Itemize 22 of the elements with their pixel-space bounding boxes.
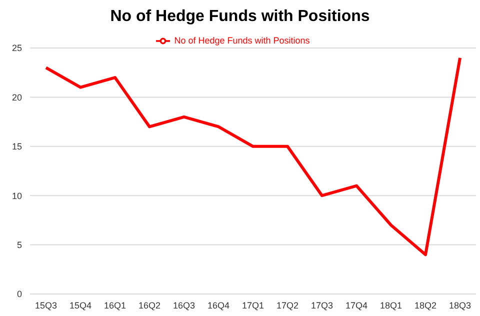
y-tick-label: 20 — [12, 92, 22, 102]
x-tick-label: 15Q3 — [34, 300, 58, 310]
legend-label: No of Hedge Funds with Positions — [174, 35, 310, 46]
x-tick-label: 18Q1 — [380, 300, 402, 310]
x-tick-label: 17Q4 — [345, 300, 368, 310]
y-tick-label: 25 — [12, 43, 22, 54]
y-tick-label: 5 — [16, 240, 22, 250]
x-tick-label: 17Q1 — [242, 300, 264, 310]
x-tick-label: 17Q2 — [276, 300, 299, 310]
x-tick-label: 15Q4 — [69, 300, 92, 310]
y-tick-label: 0 — [16, 289, 22, 300]
chart-title: No of Hedge Funds with Positions — [109, 7, 371, 27]
x-tick-label: 16Q1 — [104, 300, 126, 310]
x-tick-label: 18Q3 — [448, 300, 472, 310]
x-tick-label: 16Q4 — [207, 300, 230, 310]
x-tick-label: 16Q3 — [172, 300, 196, 310]
x-tick-label: 18Q2 — [414, 300, 437, 310]
x-tick-label: 17Q3 — [310, 300, 334, 310]
line-series — [44, 56, 462, 256]
y-tick-label: 15 — [12, 142, 22, 152]
x-tick-label: 16Q2 — [138, 300, 161, 310]
y-tick-label: 10 — [12, 190, 22, 201]
